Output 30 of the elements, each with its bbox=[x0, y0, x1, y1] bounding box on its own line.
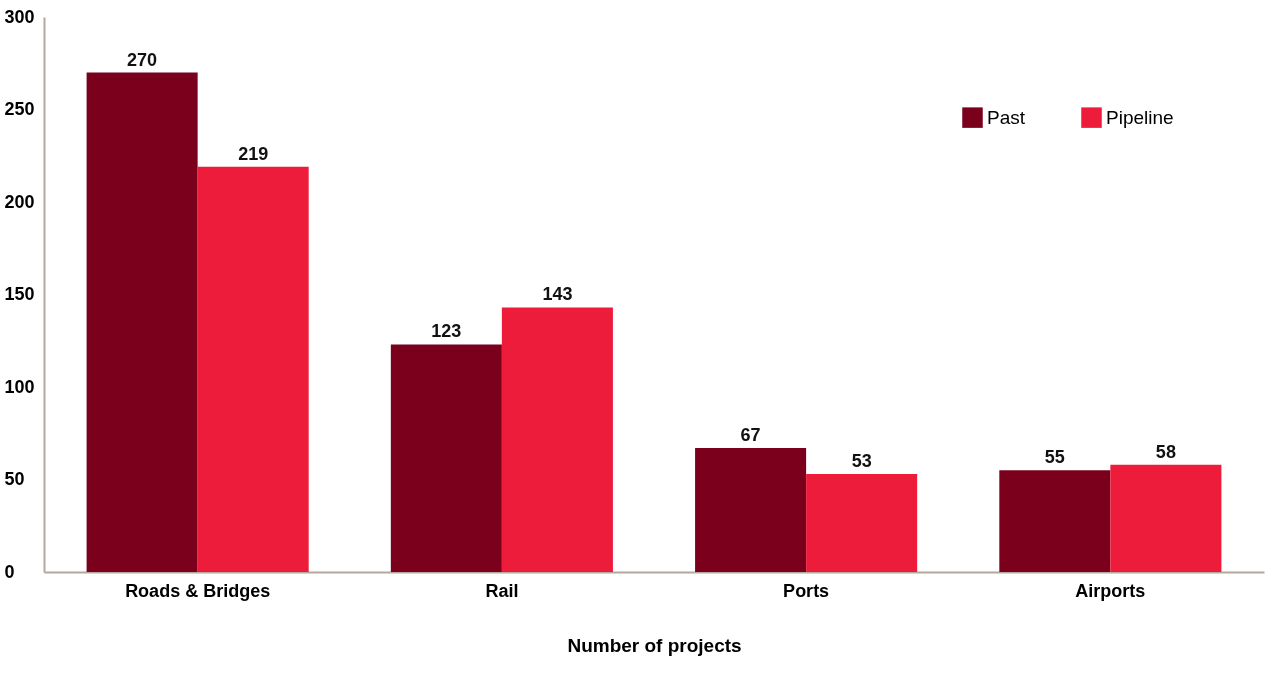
y-tick-label: 0 bbox=[4, 561, 15, 582]
data-label: 55 bbox=[1044, 447, 1065, 468]
y-tick-label: 150 bbox=[4, 284, 35, 304]
x-tick-label: Airports bbox=[1075, 580, 1146, 601]
x-tick-label: Roads & Bridges bbox=[125, 580, 271, 601]
legend-label: Pipeline bbox=[1106, 106, 1174, 128]
data-label: 123 bbox=[431, 321, 462, 342]
y-tick-label: 100 bbox=[4, 376, 35, 397]
y-tick-label: 50 bbox=[4, 469, 25, 489]
x-tick-label: Rail bbox=[485, 580, 519, 601]
bar bbox=[1110, 464, 1222, 572]
data-label: 219 bbox=[238, 143, 269, 164]
y-tick-label: 300 bbox=[4, 6, 35, 27]
bar bbox=[695, 448, 807, 572]
data-label: 270 bbox=[127, 49, 158, 70]
x-axis-title: Number of projects bbox=[567, 634, 742, 656]
data-label: 67 bbox=[740, 425, 761, 446]
bar bbox=[999, 470, 1111, 572]
bar bbox=[806, 473, 918, 572]
legend-label: Past bbox=[987, 106, 1026, 128]
data-label: 143 bbox=[542, 284, 573, 305]
bar bbox=[390, 344, 502, 572]
bar bbox=[86, 72, 198, 572]
x-tick-label: Ports bbox=[783, 580, 830, 601]
bar bbox=[501, 307, 613, 572]
bar bbox=[197, 166, 309, 572]
data-label: 58 bbox=[1155, 441, 1176, 462]
data-label: 53 bbox=[851, 450, 872, 471]
y-tick-label: 200 bbox=[4, 191, 35, 212]
y-tick-label: 250 bbox=[4, 99, 35, 119]
